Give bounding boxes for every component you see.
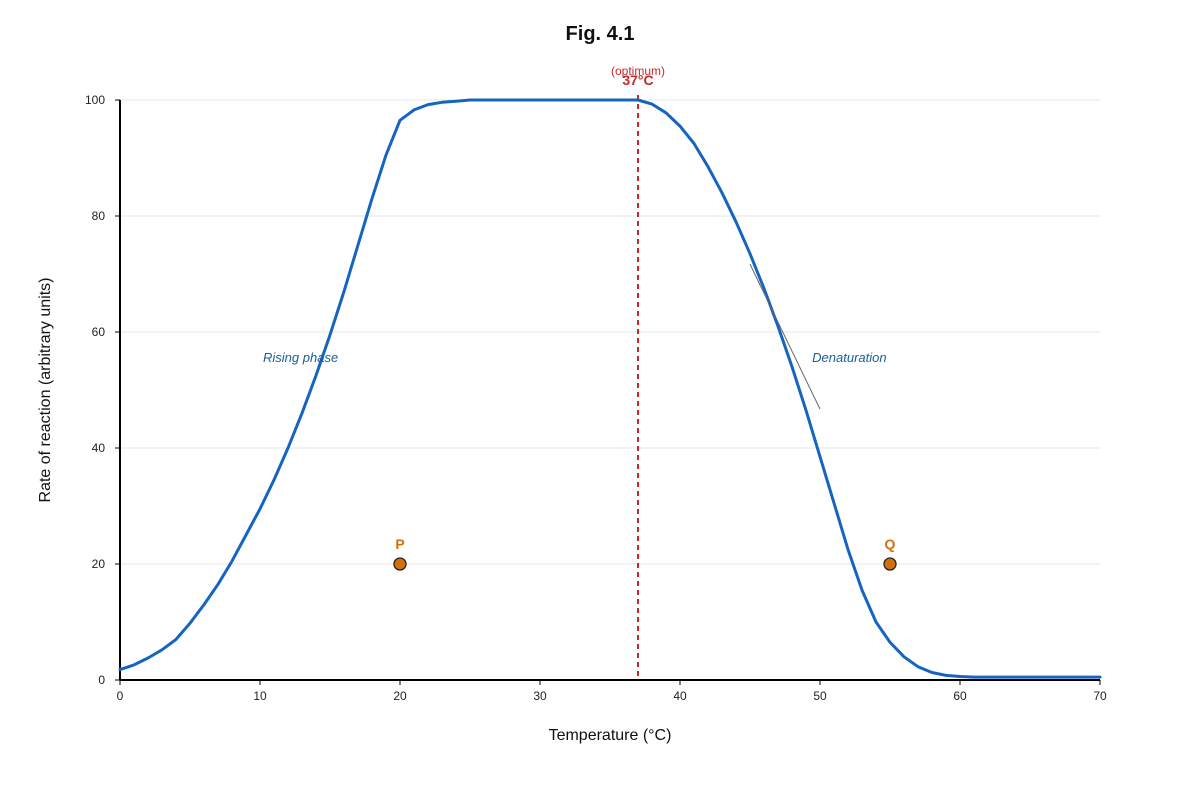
x-tick-label-50: 50 [813,689,827,703]
y-tick-label-20: 20 [92,557,106,571]
series-line-0 [118,98,1102,679]
point-p [393,557,407,571]
x-tick-label-40: 40 [673,689,687,703]
y-tick-label-60: 60 [92,325,106,339]
axes: 0 20 40 60 80 100 0 10 20 30 40 50 60 70 [85,93,1107,703]
optimum-sublabel: (optimum) [611,64,665,78]
y-tick-label-40: 40 [92,441,106,455]
y-tick-label-0: 0 [98,673,105,687]
y-tick-label-80: 80 [92,209,106,223]
x-tick-label-70: 70 [1093,689,1107,703]
x-axis-title: Temperature (°C) [549,727,672,744]
y-axis-title: Rate of reaction (arbitrary units) [37,278,54,503]
optimum-reference: (optimum)37°C [611,64,665,680]
annotation-denaturation: Denaturation [812,350,886,365]
annotation-rising-phase: Rising phase [263,350,338,365]
chart-title: Fig. 4.1 [566,23,635,45]
point-label-q: Q [885,536,896,552]
annotations: Rising phase Denaturation [263,263,887,410]
point-label-p: P [395,536,404,552]
x-tick-label-10: 10 [253,689,267,703]
y-tick-label-100: 100 [85,93,105,107]
x-tick-label-0: 0 [117,689,124,703]
denaturation-pointer-line [749,263,821,410]
x-tick-label-30: 30 [533,689,547,703]
series [118,98,1102,679]
optimum-label: 37°C [622,72,653,88]
x-tick-label-60: 60 [953,689,967,703]
x-tick-label-20: 20 [393,689,407,703]
point-q [883,557,897,571]
